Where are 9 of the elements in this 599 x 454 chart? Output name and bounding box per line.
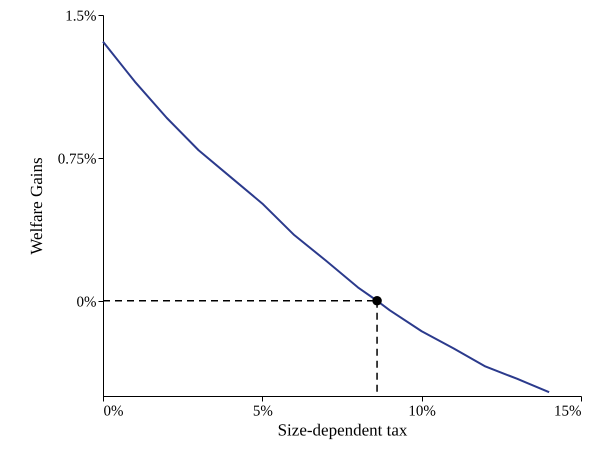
x-tick-label: 5%: [252, 404, 273, 420]
x-tick-label: 0%: [104, 404, 124, 420]
y-tick-label: 0%: [76, 294, 96, 310]
y-tick-label: 1.5%: [65, 8, 96, 24]
x-tick-label: 10%: [408, 404, 436, 420]
y-tick-label: 0.75%: [58, 151, 96, 168]
x-tick-label: 15%: [554, 404, 582, 420]
y-axis-title: Welfare Gains: [26, 157, 46, 255]
x-axis-title: Size-dependent tax: [278, 420, 408, 440]
